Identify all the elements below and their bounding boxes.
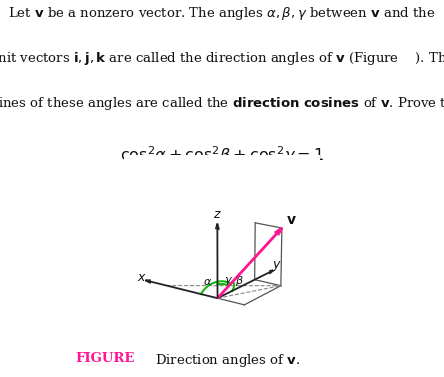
- Text: cosines of these angles are called the $\mathbf{direction\ cosines}$ of $\mathbf: cosines of these angles are called the $…: [0, 95, 444, 112]
- Text: Direction angles of $\mathbf{v}$.: Direction angles of $\mathbf{v}$.: [155, 351, 301, 369]
- Text: unit vectors $\mathbf{i}, \mathbf{j}, \mathbf{k}$ are called the direction angle: unit vectors $\mathbf{i}, \mathbf{j}, \m…: [0, 50, 444, 67]
- Text: FIGURE: FIGURE: [75, 351, 135, 365]
- Text: $\cos^2\!\alpha + \cos^2\!\beta + \cos^2\!\gamma = 1$: $\cos^2\!\alpha + \cos^2\!\beta + \cos^2…: [120, 144, 324, 166]
- Text: Let $\mathbf{v}$ be a nonzero vector. The angles $\alpha, \beta, \gamma$ between: Let $\mathbf{v}$ be a nonzero vector. Th…: [8, 5, 436, 22]
